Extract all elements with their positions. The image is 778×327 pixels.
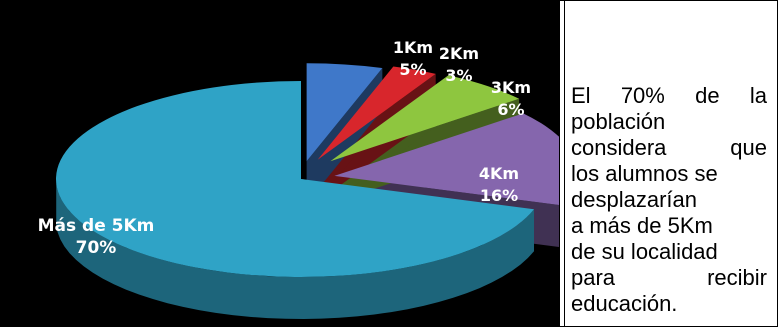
- slice-2km: [317, 66, 436, 160]
- description-word: que: [730, 135, 767, 160]
- description-line: los alumnos se: [571, 161, 771, 187]
- slice-side-m-s-de-5km: [56, 183, 535, 319]
- description-text: El 70% de la población considera que los alumno…: [571, 83, 771, 323]
- data-label-category-1km: 1Km: [393, 38, 433, 57]
- description-word: desplazarían: [571, 187, 697, 212]
- description-word: de: [695, 83, 720, 108]
- description-word: los alumnos se: [571, 161, 718, 186]
- description-line: educación.: [571, 291, 771, 317]
- description-word: de su localidad: [571, 239, 718, 264]
- data-label-value-2km: 3%: [445, 66, 472, 85]
- data-label-category-2km: 2Km: [439, 44, 479, 63]
- divider: [559, 1, 565, 326]
- description-word: recibir: [707, 265, 767, 290]
- description-word: la: [749, 83, 767, 108]
- slice-4km: [334, 113, 559, 206]
- description-word: a más de 5Km: [571, 213, 713, 238]
- description-line: para recibir: [571, 265, 767, 291]
- description-word: 70%: [620, 83, 665, 108]
- data-label-category-4km: 4Km: [479, 164, 519, 183]
- slice-m-s-de-5km: [55, 81, 535, 278]
- description-word: educación.: [571, 291, 678, 316]
- data-label-value-3km: 6%: [497, 100, 524, 119]
- data-label-value-m-s-de-5km: 70%: [76, 238, 117, 258]
- description-word: población: [571, 109, 666, 134]
- description-line: desplazarían: [571, 187, 771, 213]
- data-label-value-4km: 16%: [480, 186, 518, 205]
- slice-1km: [306, 63, 383, 162]
- description-word: El: [571, 83, 591, 108]
- description-line: de su localidad: [571, 239, 771, 265]
- data-label-value-1km: 5%: [399, 60, 426, 79]
- description-line: población: [571, 109, 771, 135]
- slice-3km: [330, 75, 520, 162]
- pie-chart-panel: 1Km 5% 2Km 3% 3Km 6% 4Km 16% Más de 5Km 70%: [1, 1, 559, 326]
- description-word: considera: [571, 135, 667, 160]
- description-line: El 70% de la: [571, 83, 767, 109]
- description-line: considera que: [571, 135, 767, 161]
- description-word: para: [571, 265, 616, 290]
- data-label-category-m-s-de-5km: Más de 5Km: [38, 216, 155, 236]
- description-line: a más de 5Km: [571, 213, 771, 239]
- data-label-category-3km: 3Km: [491, 78, 531, 97]
